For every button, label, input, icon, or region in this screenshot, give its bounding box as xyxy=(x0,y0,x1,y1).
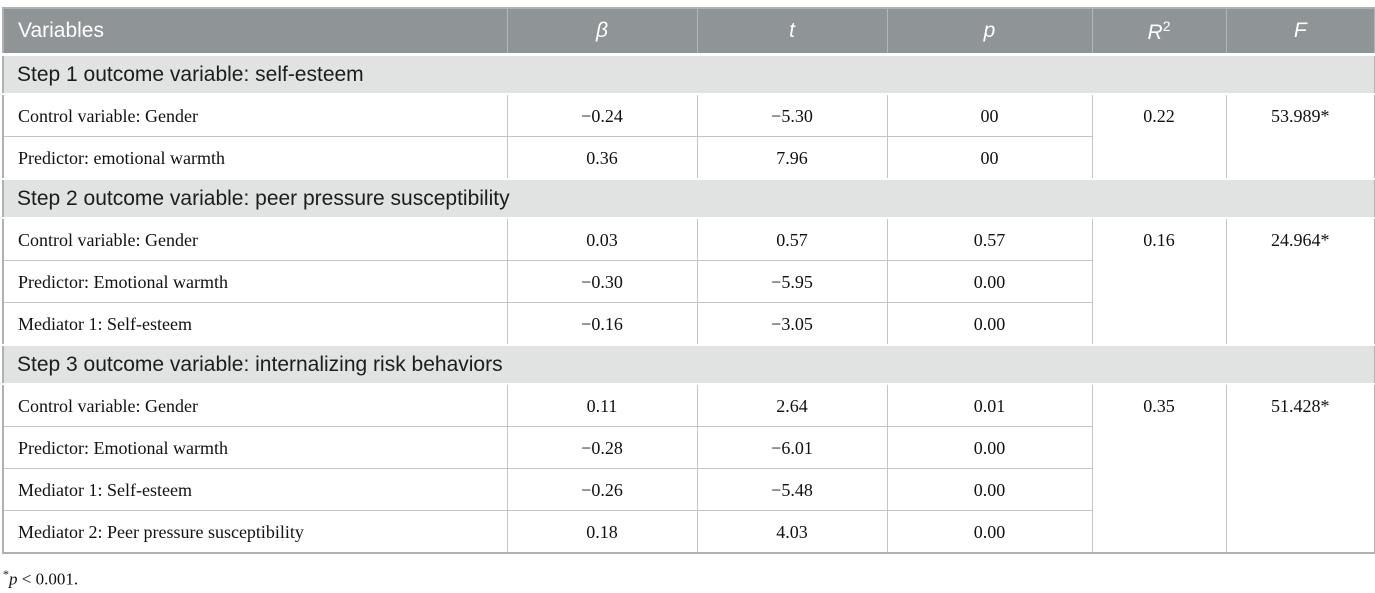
p-cell: 00 xyxy=(886,136,1093,180)
table-header-row: Variables β t p R2 F xyxy=(3,8,1375,56)
t-cell: 4.03 xyxy=(696,510,888,554)
r2-cell: 0.16 xyxy=(1091,217,1227,346)
section-row-step3: Step 3 outcome variable: internalizing r… xyxy=(3,344,1375,385)
table-row: Predictor: Emotional warmth −0.30 −5.95 … xyxy=(2,260,1375,303)
t-cell: −6.01 xyxy=(696,426,888,469)
t-cell: 7.96 xyxy=(696,136,888,180)
significance-marker: * xyxy=(3,567,9,581)
beta-cell: −0.30 xyxy=(506,260,698,303)
p-symbol: p xyxy=(983,19,996,42)
f-cell: 53.989* xyxy=(1225,93,1375,180)
table-row: Control variable: Gender 0.03 0.57 0.57 … xyxy=(2,217,1375,346)
p-cell: 0.00 xyxy=(886,260,1093,303)
variable-cell: Predictor: Emotional warmth xyxy=(2,426,508,469)
table-row: Mediator 2: Peer pressure susceptibility… xyxy=(2,510,1375,554)
table-row: Predictor: emotional warmth 0.36 7.96 00 xyxy=(2,136,1375,180)
table-row: Mediator 1: Self-esteem −0.16 −3.05 0.00 xyxy=(2,302,1375,346)
t-cell: −3.05 xyxy=(696,302,888,346)
variable-cell: Mediator 1: Self-esteem xyxy=(2,302,508,346)
variable-cell: Control variable: Gender xyxy=(2,217,508,261)
header-beta: β xyxy=(507,8,698,56)
r2-cell: 0.22 xyxy=(1091,93,1227,180)
t-cell: 2.64 xyxy=(696,383,888,427)
f-symbol: F xyxy=(1293,19,1307,42)
beta-symbol: β xyxy=(596,19,608,42)
variable-cell: Control variable: Gender xyxy=(2,93,508,137)
variable-cell: Mediator 2: Peer pressure susceptibility xyxy=(2,510,508,554)
section-title: Step 2 outcome variable: peer pressure s… xyxy=(3,178,1375,219)
p-cell: 0.01 xyxy=(886,383,1093,427)
t-cell: −5.30 xyxy=(696,93,888,137)
table-row: Control variable: Gender 0.11 2.64 0.01 … xyxy=(2,383,1375,554)
r-symbol: R xyxy=(1147,20,1163,44)
f-cell: 24.964* xyxy=(1225,217,1375,346)
beta-cell: 0.03 xyxy=(506,217,698,261)
variable-cell: Control variable: Gender xyxy=(2,383,508,427)
p-cell: 0.00 xyxy=(886,510,1093,554)
section-row-step2: Step 2 outcome variable: peer pressure s… xyxy=(3,178,1375,219)
beta-cell: 0.18 xyxy=(506,510,698,554)
r2-cell: 0.35 xyxy=(1091,383,1227,554)
header-t: t xyxy=(697,8,888,56)
variable-cell: Predictor: emotional warmth xyxy=(2,136,508,180)
p-cell: 0.00 xyxy=(886,468,1093,511)
footnote-p-symbol: p xyxy=(9,569,18,589)
t-symbol: t xyxy=(789,19,795,42)
section-title: Step 3 outcome variable: internalizing r… xyxy=(3,344,1375,385)
beta-cell: 0.11 xyxy=(506,383,698,427)
p-cell: 0.57 xyxy=(886,217,1093,261)
table-row: Predictor: Emotional warmth −0.28 −6.01 … xyxy=(2,426,1375,469)
p-cell: 0.00 xyxy=(886,302,1093,346)
section-title: Step 1 outcome variable: self-esteem xyxy=(3,53,1375,95)
t-cell: −5.95 xyxy=(696,260,888,303)
footnote-text: < 0.001. xyxy=(17,569,79,589)
f-cell: 51.428* xyxy=(1225,383,1375,554)
r2-superscript: 2 xyxy=(1162,17,1171,34)
header-r2: R2 xyxy=(1092,8,1227,56)
p-cell: 0.00 xyxy=(886,426,1093,469)
beta-cell: −0.16 xyxy=(506,302,698,346)
variable-cell: Mediator 1: Self-esteem xyxy=(2,468,508,511)
header-variables: Variables xyxy=(3,8,508,56)
p-cell: 00 xyxy=(886,93,1093,137)
beta-cell: −0.24 xyxy=(506,93,698,137)
beta-cell: 0.36 xyxy=(506,136,698,180)
t-cell: −5.48 xyxy=(696,468,888,511)
table-row: Control variable: Gender −0.24 −5.30 00 … xyxy=(2,93,1375,180)
variable-cell: Predictor: Emotional warmth xyxy=(2,260,508,303)
section-row-step1: Step 1 outcome variable: self-esteem xyxy=(3,53,1375,95)
t-cell: 0.57 xyxy=(696,217,888,261)
beta-cell: −0.26 xyxy=(506,468,698,511)
header-p: p xyxy=(887,8,1093,56)
table-footnote: *p < 0.001. xyxy=(3,567,1375,590)
header-f: F xyxy=(1226,8,1375,56)
regression-results-table: Variables β t p R2 F Step 1 outcome vari… xyxy=(2,7,1375,554)
paper-table-page: Variables β t p R2 F Step 1 outcome vari… xyxy=(0,7,1375,593)
beta-cell: −0.28 xyxy=(506,426,698,469)
table-row: Mediator 1: Self-esteem −0.26 −5.48 0.00 xyxy=(2,468,1375,511)
